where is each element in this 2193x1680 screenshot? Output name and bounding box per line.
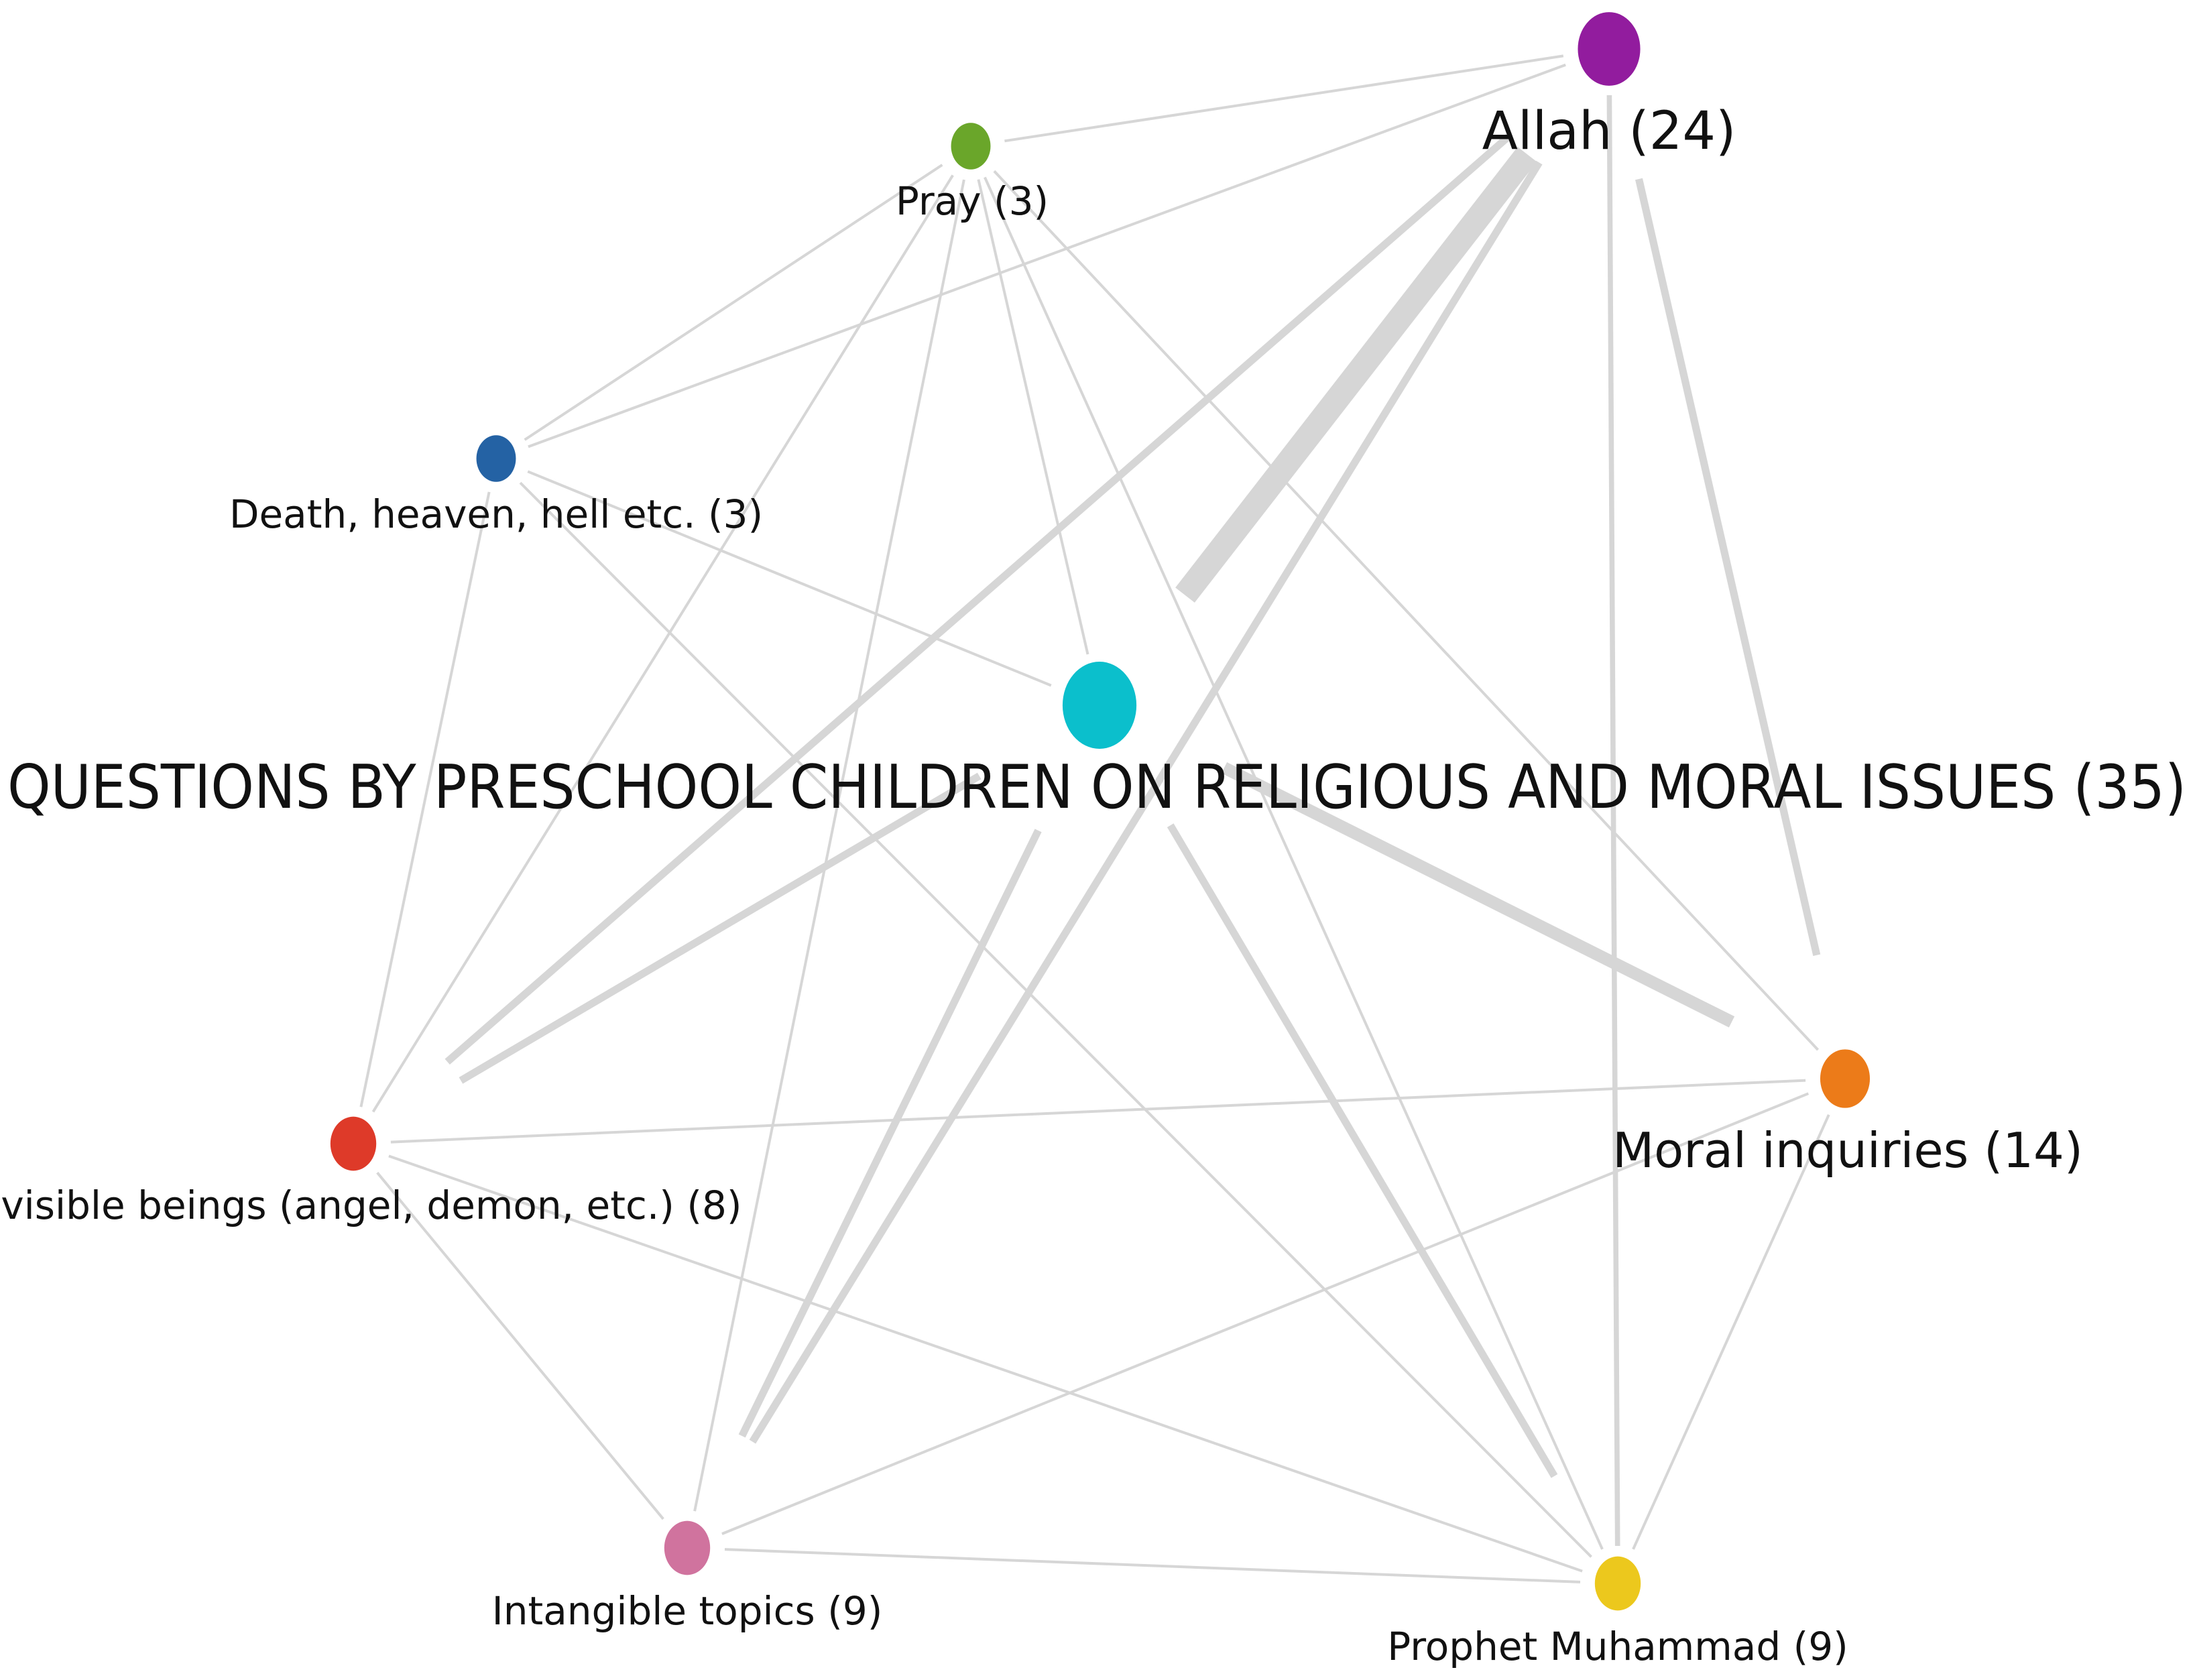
edge-allah-intangible — [749, 160, 1543, 1444]
edge-pray-moral — [993, 170, 1820, 1051]
edge-pray-prophet — [984, 176, 1604, 1550]
node-label-invisible: Invisible beings (angel, demon, etc.) (8… — [0, 1183, 742, 1228]
edge-center-allah — [1175, 147, 1537, 603]
edge-center-pray — [977, 179, 1089, 655]
node-invisible[interactable] — [330, 1116, 377, 1171]
node-moral[interactable] — [1820, 1049, 1871, 1108]
node-allah[interactable] — [1578, 12, 1641, 86]
edge-invisible-intangible — [376, 1171, 664, 1520]
edge-center-intangible — [738, 829, 1042, 1438]
label-layer: QUESTIONS BY PRESCHOOL CHILDREN ON RELIG… — [0, 101, 2186, 1669]
edge-invisible-moral — [390, 1079, 1806, 1144]
edge-allah-pray — [1004, 54, 1564, 143]
edge-allah-death — [528, 63, 1566, 448]
node-label-center: QUESTIONS BY PRESCHOOL CHILDREN ON RELIG… — [7, 752, 2186, 823]
edge-pray-invisible — [371, 174, 954, 1113]
node-center[interactable] — [1062, 662, 1137, 749]
node-label-allah: Allah (24) — [1482, 101, 1736, 162]
edge-pray-intangible — [693, 179, 965, 1512]
edge-moral-prophet — [1632, 1114, 1830, 1550]
edge-layer — [359, 54, 1830, 1583]
node-layer — [330, 12, 1871, 1611]
node-label-moral: Moral inquiries (14) — [1612, 1122, 2083, 1179]
edge-allah-moral — [1635, 178, 1821, 957]
node-intangible[interactable] — [664, 1520, 711, 1575]
node-prophet[interactable] — [1594, 1556, 1641, 1611]
edge-allah-invisible — [444, 133, 1511, 1065]
node-pray[interactable] — [951, 123, 991, 170]
edge-invisible-prophet — [388, 1154, 1583, 1573]
edge-intangible-prophet — [724, 1548, 1581, 1583]
node-death[interactable] — [476, 435, 516, 482]
edge-death-invisible — [359, 491, 491, 1107]
node-label-death: Death, heaven, hell etc. (3) — [229, 491, 763, 537]
edge-center-death — [527, 470, 1052, 687]
edge-pray-death — [524, 164, 943, 441]
edge-center-moral — [1221, 762, 1735, 1028]
edge-allah-prophet — [1606, 95, 1620, 1547]
node-label-pray: Pray (3) — [896, 178, 1049, 224]
edge-moral-intangible — [721, 1092, 1810, 1535]
edge-center-prophet — [1167, 823, 1558, 1478]
node-label-intangible: Intangible topics (9) — [492, 1588, 883, 1634]
edge-center-invisible — [459, 772, 982, 1084]
edge-death-prophet — [519, 481, 1592, 1558]
node-label-prophet: Prophet Muhammad (9) — [1387, 1624, 1848, 1669]
